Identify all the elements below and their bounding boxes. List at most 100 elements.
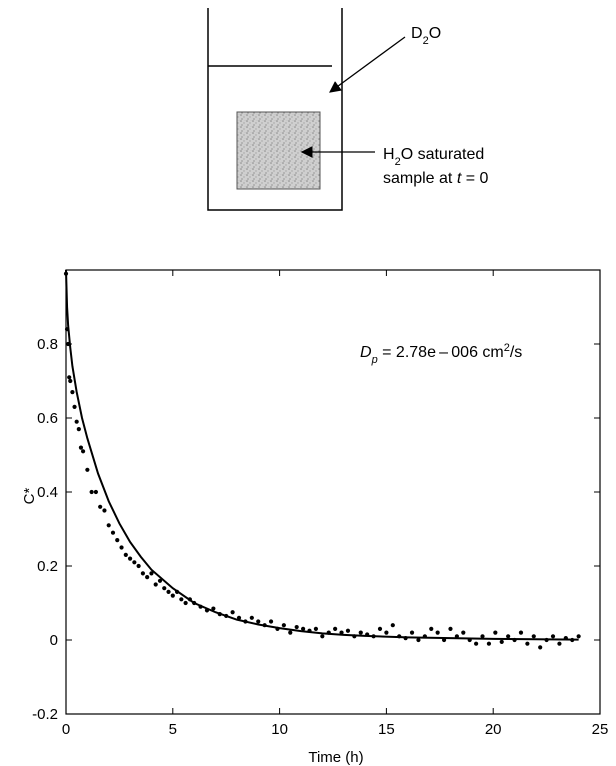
data-point — [390, 623, 395, 628]
data-point — [486, 641, 492, 646]
x-tick-label: 20 — [485, 721, 502, 738]
x-axis-title: Time (h) — [308, 749, 363, 766]
y-tick-label: -0.2 — [32, 706, 58, 723]
data-point — [102, 508, 107, 513]
data-point — [326, 630, 331, 635]
data-point — [313, 626, 319, 632]
data-point — [563, 636, 568, 641]
data-point — [518, 630, 524, 635]
data-point — [345, 628, 351, 633]
data-points-layer — [63, 271, 581, 650]
data-point — [198, 604, 203, 609]
data-point — [262, 623, 267, 628]
data-point — [544, 637, 549, 643]
data-point — [66, 341, 71, 347]
beaker-diagram: D2O H2O saturated sample at t = 0 — [207, 8, 489, 211]
data-point — [70, 390, 75, 395]
data-point — [429, 626, 434, 632]
data-point — [166, 589, 171, 595]
data-point — [339, 630, 344, 635]
data-point — [68, 378, 73, 384]
data-point — [301, 626, 306, 632]
data-point — [422, 634, 427, 639]
data-point — [136, 563, 141, 569]
data-point — [74, 419, 79, 424]
data-point — [183, 600, 188, 606]
data-point — [281, 623, 286, 628]
data-point — [115, 538, 120, 543]
data-point — [256, 619, 261, 624]
data-point — [307, 628, 312, 633]
data-point — [403, 636, 408, 641]
data-point — [365, 632, 370, 637]
data-point — [140, 571, 145, 576]
data-point — [72, 404, 77, 409]
data-point — [352, 634, 357, 639]
data-point — [268, 619, 274, 624]
data-point — [550, 634, 556, 639]
data-point — [106, 523, 111, 528]
data-point — [474, 641, 479, 646]
data-point — [85, 467, 90, 472]
data-point — [409, 630, 415, 635]
data-point — [80, 449, 86, 454]
solvent-label: D2O — [411, 25, 441, 47]
data-point — [217, 612, 222, 617]
data-point — [512, 637, 517, 643]
y-axis-title: C* — [21, 488, 38, 505]
data-point — [576, 634, 581, 639]
data-point — [416, 637, 421, 643]
y-tick-label: 0.4 — [37, 484, 58, 501]
data-point — [192, 600, 197, 606]
data-point — [119, 545, 124, 550]
data-point — [162, 586, 167, 591]
data-point — [123, 552, 128, 558]
data-point — [384, 630, 389, 635]
y-tick-label: 0 — [50, 632, 58, 649]
data-point — [499, 639, 504, 644]
data-point — [110, 530, 116, 535]
data-point — [236, 615, 242, 620]
data-point — [170, 593, 175, 598]
plot-axes — [65, 269, 601, 715]
beaker-outline — [207, 8, 343, 211]
data-point — [67, 375, 72, 380]
y-tick-label: 0.2 — [37, 558, 58, 575]
data-point — [448, 626, 453, 632]
data-point — [243, 619, 248, 624]
data-point — [435, 630, 440, 635]
data-point — [187, 597, 192, 602]
axis-ticks: 0 5 10 15 20 25-0.200.20.40.60.8 — [32, 270, 608, 738]
data-point — [249, 615, 254, 620]
data-point — [531, 634, 536, 639]
data-point — [132, 560, 137, 565]
data-point — [98, 504, 103, 509]
x-tick-label: 15 — [378, 721, 395, 738]
data-point — [333, 626, 338, 632]
data-point — [275, 626, 280, 632]
x-tick-label: 5 — [169, 721, 177, 738]
data-point — [570, 637, 575, 643]
plot-frame — [65, 269, 601, 715]
sample-label-line2: sample at t = 0 — [383, 170, 489, 187]
data-point — [371, 634, 376, 639]
data-point — [224, 613, 229, 619]
data-point — [179, 597, 184, 602]
data-point — [377, 626, 383, 632]
data-point — [145, 575, 150, 580]
data-point — [461, 630, 466, 635]
data-point — [174, 589, 180, 595]
data-point — [493, 630, 498, 635]
fit-curve-layer — [65, 269, 579, 641]
data-point — [76, 427, 81, 432]
y-tick-label: 0.6 — [37, 410, 58, 427]
data-point — [525, 641, 530, 646]
data-point — [127, 556, 133, 561]
data-point — [78, 445, 84, 450]
y-tick-label: 0.8 — [37, 336, 58, 353]
data-point — [63, 271, 69, 276]
data-point — [480, 634, 485, 639]
data-point — [153, 582, 158, 587]
data-point — [288, 630, 293, 635]
